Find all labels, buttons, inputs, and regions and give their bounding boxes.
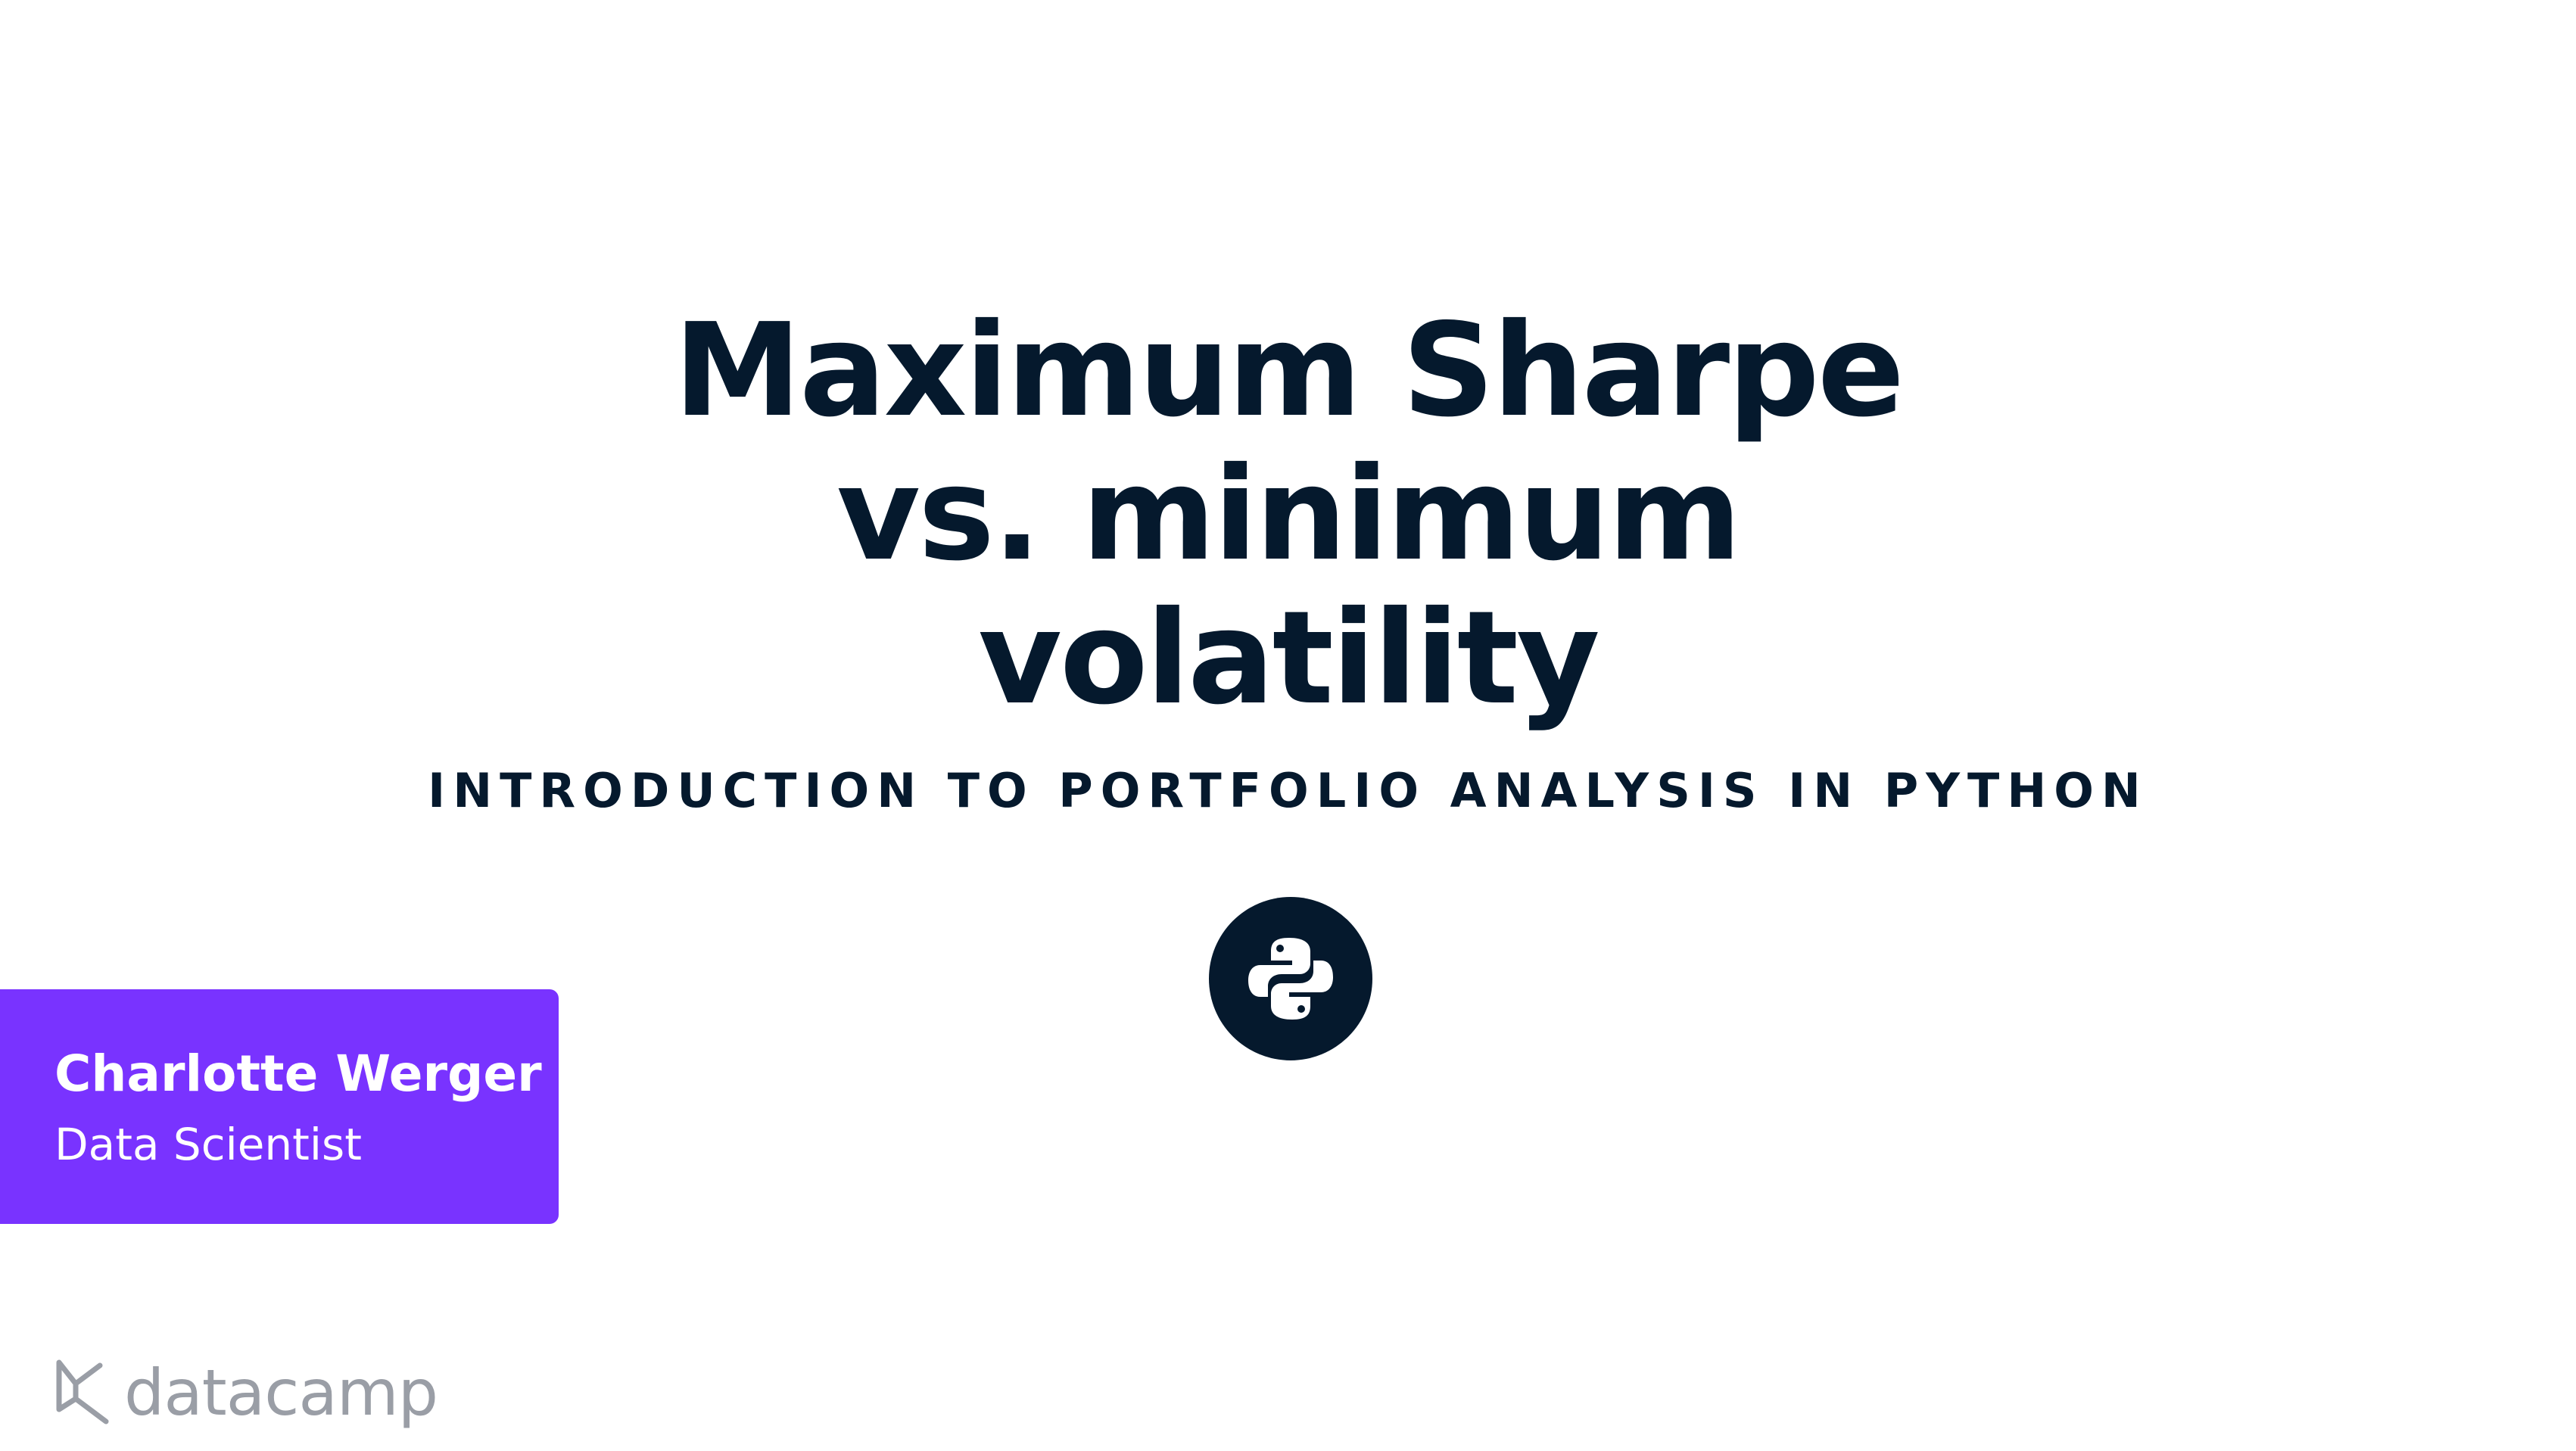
datacamp-logo-icon xyxy=(56,1359,109,1425)
datacamp-logo: datacamp xyxy=(53,1355,438,1431)
datacamp-logo-text: datacamp xyxy=(124,1356,438,1430)
slide-title-line-2: vs. minimum xyxy=(836,440,1742,590)
course-name: INTRODUCTION TO PORTFOLIO ANALYSIS IN PY… xyxy=(428,763,2148,818)
slide-title: Maximum Sharpe vs. minimum volatility xyxy=(0,299,2576,730)
author-role: Data Scientist xyxy=(55,1119,362,1170)
author-card: Charlotte Werger Data Scientist xyxy=(0,989,559,1224)
python-logo-graphic xyxy=(1248,938,1333,1020)
python-icon xyxy=(1209,897,1372,1060)
author-name: Charlotte Werger xyxy=(55,1045,542,1103)
slide-title-line-3: volatility xyxy=(978,584,1600,733)
slide-title-line-1: Maximum Sharpe xyxy=(673,296,1905,446)
